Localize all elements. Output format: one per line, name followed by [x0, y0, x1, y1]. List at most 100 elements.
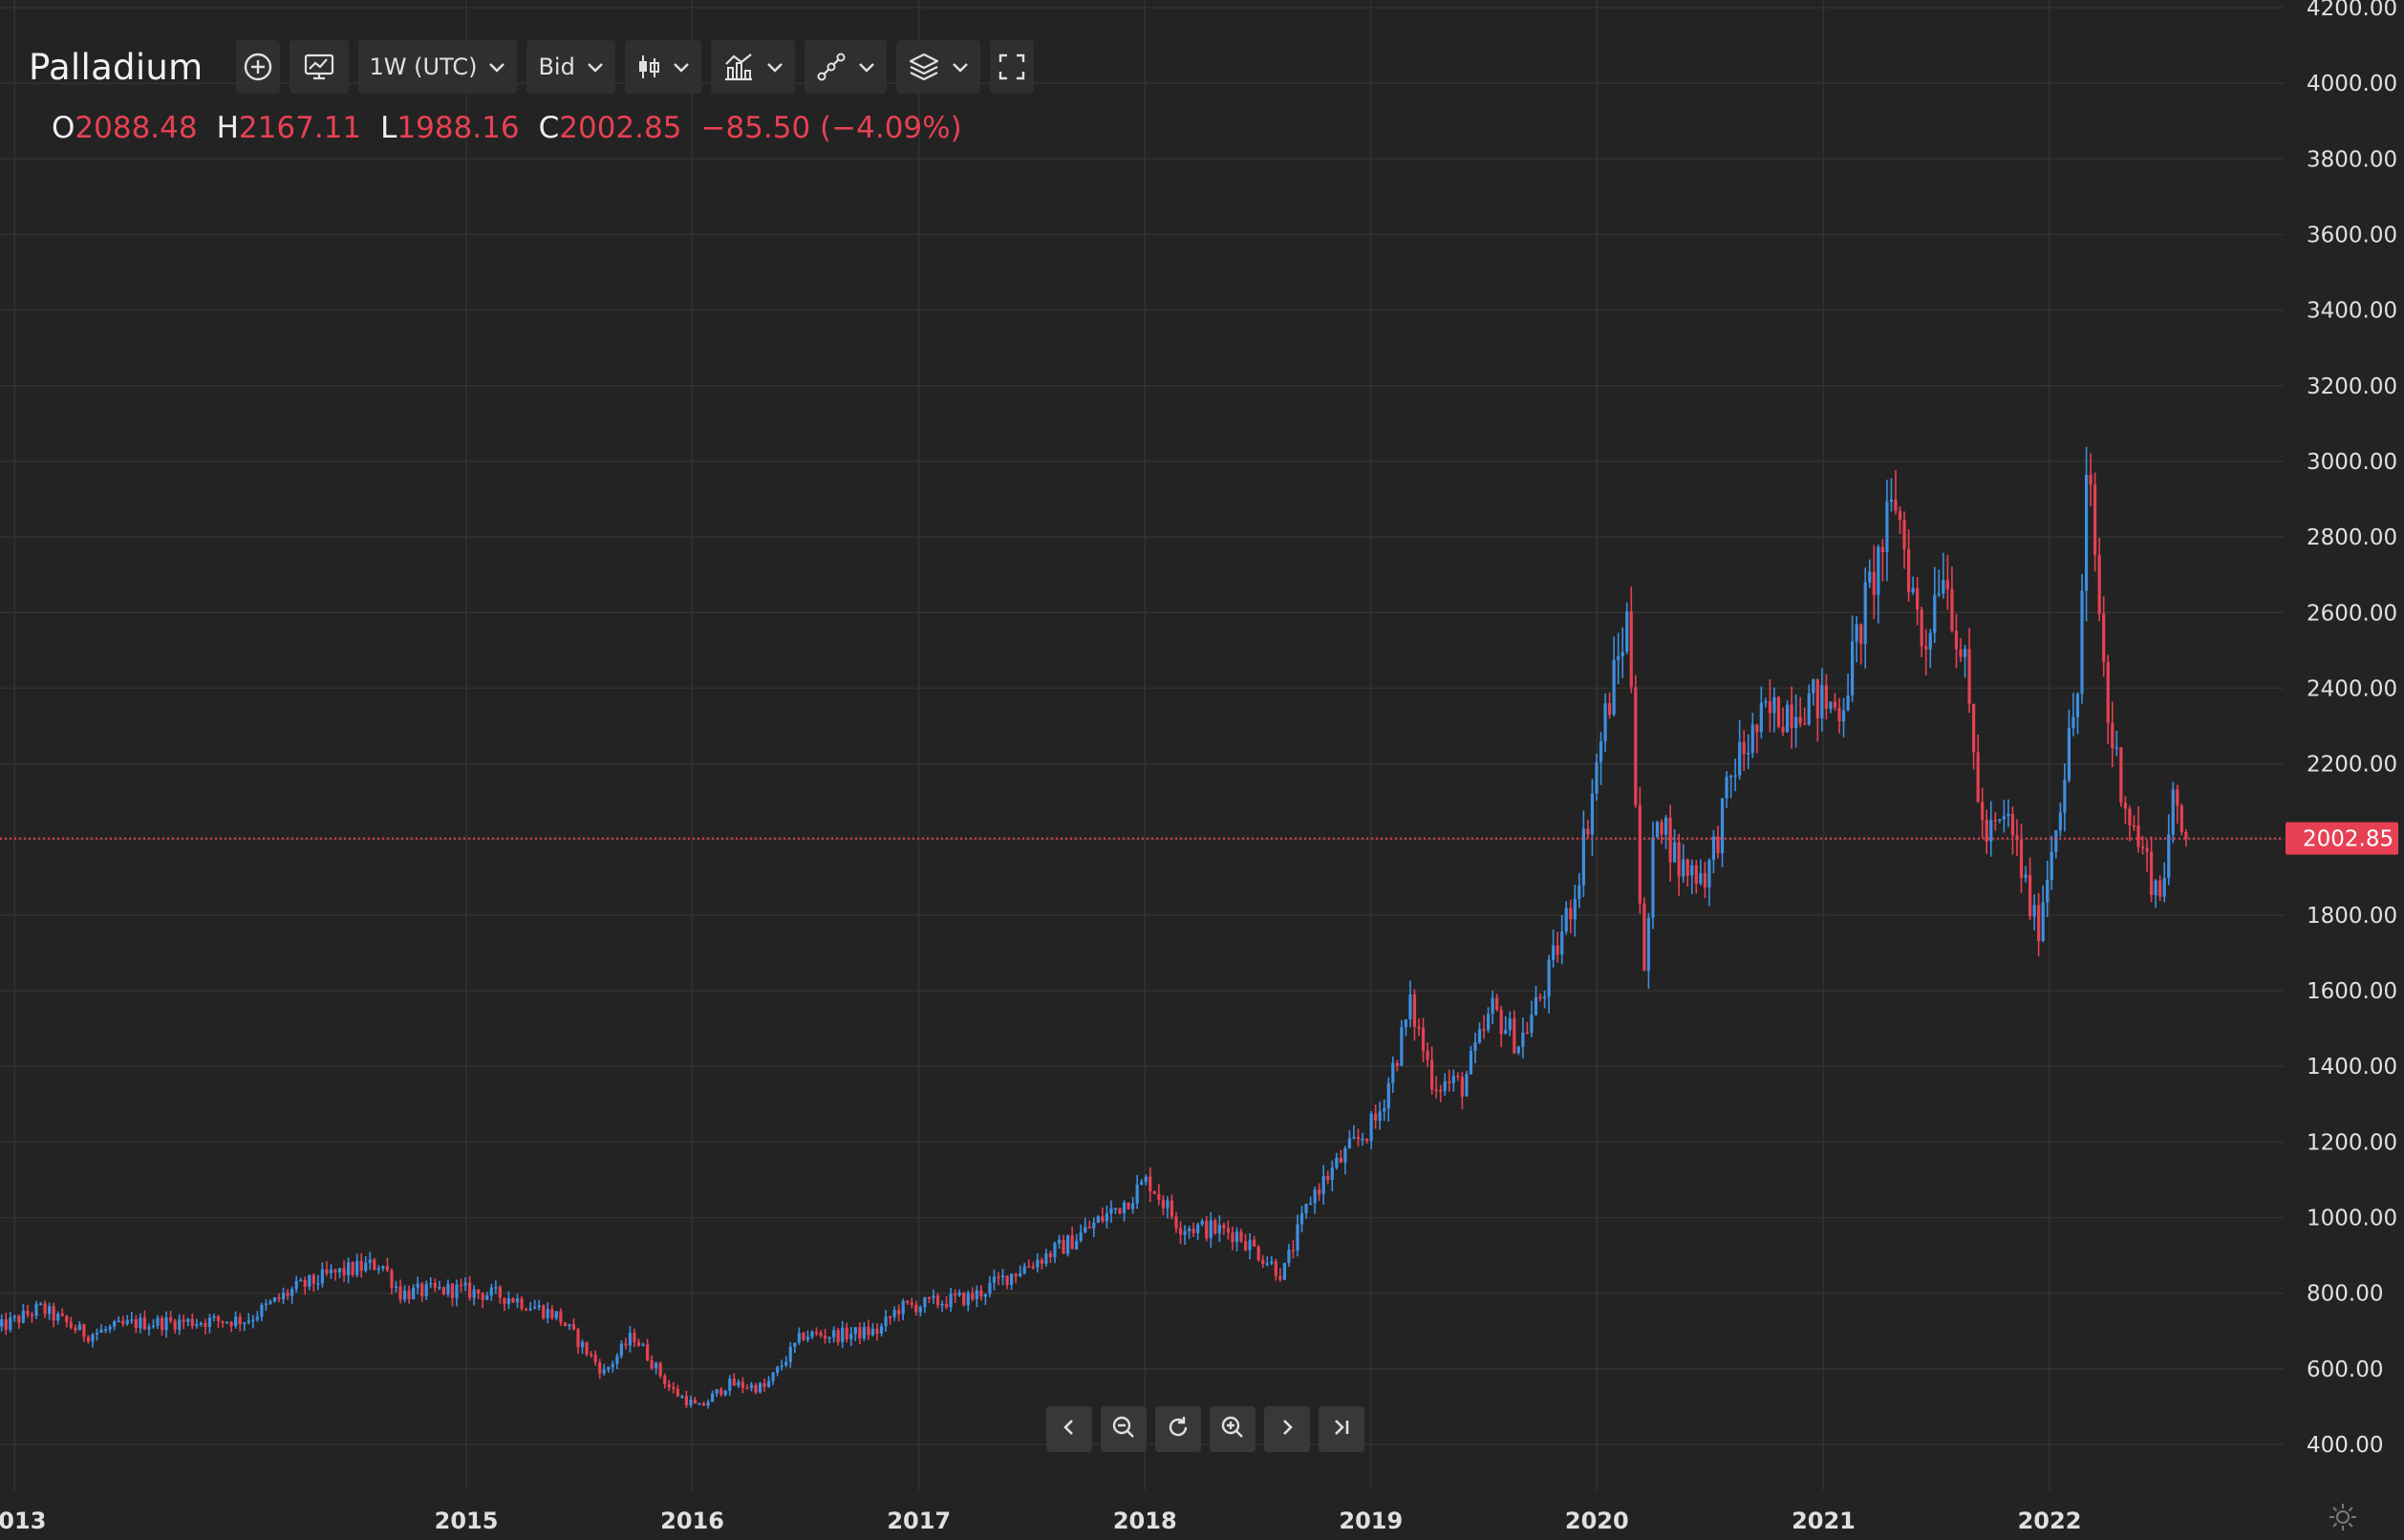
- candle[interactable]: [216, 1315, 221, 1328]
- candle[interactable]: [1989, 801, 1993, 857]
- candle[interactable]: [1044, 1249, 1048, 1267]
- fullscreen-button[interactable]: [989, 40, 1034, 94]
- candle[interactable]: [788, 1341, 792, 1368]
- candle[interactable]: [207, 1314, 212, 1334]
- candle[interactable]: [169, 1311, 173, 1324]
- candle[interactable]: [723, 1389, 727, 1398]
- x-axis[interactable]: 2013 2015 2016 2017 2018 2019 2020 2021 2022: [0, 1508, 2081, 1534]
- candle[interactable]: [571, 1318, 576, 1331]
- candle[interactable]: [624, 1337, 628, 1350]
- candle[interactable]: [1282, 1262, 1286, 1281]
- candle[interactable]: [819, 1330, 823, 1338]
- candle[interactable]: [568, 1323, 571, 1331]
- candle[interactable]: [506, 1291, 511, 1310]
- candle[interactable]: [412, 1284, 416, 1300]
- candle[interactable]: [1231, 1226, 1234, 1251]
- candle[interactable]: [1356, 1128, 1361, 1147]
- candle[interactable]: [1685, 858, 1689, 888]
- candle[interactable]: [932, 1289, 935, 1305]
- candle[interactable]: [862, 1321, 866, 1341]
- candle[interactable]: [867, 1319, 870, 1340]
- candle[interactable]: [1270, 1255, 1274, 1266]
- candle[interactable]: [446, 1279, 450, 1297]
- candle[interactable]: [1364, 1138, 1369, 1144]
- candle[interactable]: [151, 1318, 156, 1329]
- candle[interactable]: [1347, 1130, 1352, 1149]
- candle[interactable]: [1742, 730, 1746, 772]
- candle[interactable]: [2032, 894, 2036, 930]
- candle[interactable]: [1278, 1268, 1282, 1282]
- candle[interactable]: [1386, 1077, 1390, 1123]
- candle[interactable]: [901, 1298, 905, 1321]
- candle[interactable]: [805, 1330, 810, 1343]
- candle[interactable]: [450, 1282, 455, 1307]
- candle[interactable]: [1140, 1179, 1144, 1186]
- candle[interactable]: [559, 1308, 563, 1326]
- candle[interactable]: [1451, 1069, 1455, 1092]
- candle[interactable]: [1174, 1211, 1178, 1233]
- candle[interactable]: [1772, 687, 1776, 733]
- candle[interactable]: [52, 1302, 55, 1328]
- candle[interactable]: [1105, 1206, 1109, 1229]
- candle[interactable]: [701, 1401, 706, 1406]
- candle[interactable]: [1694, 860, 1698, 894]
- candle[interactable]: [1243, 1233, 1248, 1251]
- candle[interactable]: [1595, 753, 1599, 802]
- scroll-to-end-button[interactable]: [1319, 1406, 1364, 1452]
- candle[interactable]: [472, 1285, 476, 1306]
- candle[interactable]: [1057, 1234, 1062, 1250]
- candle[interactable]: [771, 1372, 775, 1385]
- candle[interactable]: [1776, 695, 1781, 729]
- candle[interactable]: [737, 1379, 741, 1389]
- candle[interactable]: [286, 1289, 290, 1300]
- candle[interactable]: [2145, 840, 2149, 872]
- candle[interactable]: [2158, 875, 2162, 902]
- candle[interactable]: [320, 1262, 324, 1288]
- candle[interactable]: [1217, 1214, 1221, 1243]
- candle[interactable]: [121, 1315, 125, 1327]
- candle[interactable]: [693, 1397, 698, 1404]
- candle[interactable]: [1000, 1269, 1005, 1286]
- candle[interactable]: [481, 1292, 484, 1309]
- candle[interactable]: [914, 1300, 918, 1316]
- candle[interactable]: [1430, 1046, 1434, 1095]
- candle[interactable]: [2132, 815, 2136, 831]
- candle[interactable]: [108, 1324, 112, 1334]
- candle[interactable]: [1330, 1160, 1334, 1191]
- candle[interactable]: [650, 1355, 654, 1371]
- candle[interactable]: [879, 1323, 884, 1337]
- candle[interactable]: [1815, 678, 1819, 742]
- candle[interactable]: [655, 1361, 658, 1375]
- candle[interactable]: [2171, 781, 2175, 844]
- candle[interactable]: [732, 1373, 736, 1386]
- candle[interactable]: [420, 1281, 424, 1302]
- candle[interactable]: [381, 1265, 385, 1272]
- candle[interactable]: [1703, 861, 1706, 899]
- candle[interactable]: [1062, 1234, 1065, 1254]
- candle[interactable]: [1868, 559, 1872, 588]
- candle[interactable]: [1084, 1217, 1087, 1234]
- candle[interactable]: [364, 1256, 368, 1273]
- candle[interactable]: [954, 1289, 957, 1304]
- candle[interactable]: [1863, 567, 1867, 669]
- indicators-dropdown[interactable]: [710, 40, 795, 94]
- candle[interactable]: [1291, 1240, 1296, 1258]
- candle[interactable]: [60, 1308, 64, 1317]
- candle[interactable]: [2136, 805, 2140, 853]
- candle[interactable]: [706, 1399, 710, 1409]
- candle[interactable]: [918, 1305, 922, 1317]
- candle[interactable]: [563, 1321, 568, 1327]
- candle[interactable]: [766, 1376, 771, 1388]
- candle[interactable]: [1395, 1059, 1399, 1072]
- candle[interactable]: [802, 1332, 805, 1341]
- candle[interactable]: [1187, 1226, 1191, 1239]
- candle[interactable]: [2114, 730, 2118, 757]
- candle[interactable]: [1101, 1207, 1105, 1224]
- candle[interactable]: [520, 1295, 524, 1312]
- candle[interactable]: [1642, 897, 1646, 972]
- candle[interactable]: [229, 1320, 233, 1333]
- candle[interactable]: [342, 1260, 346, 1282]
- candle[interactable]: [2149, 836, 2154, 903]
- candle[interactable]: [1942, 552, 1945, 599]
- candle[interactable]: [95, 1328, 99, 1341]
